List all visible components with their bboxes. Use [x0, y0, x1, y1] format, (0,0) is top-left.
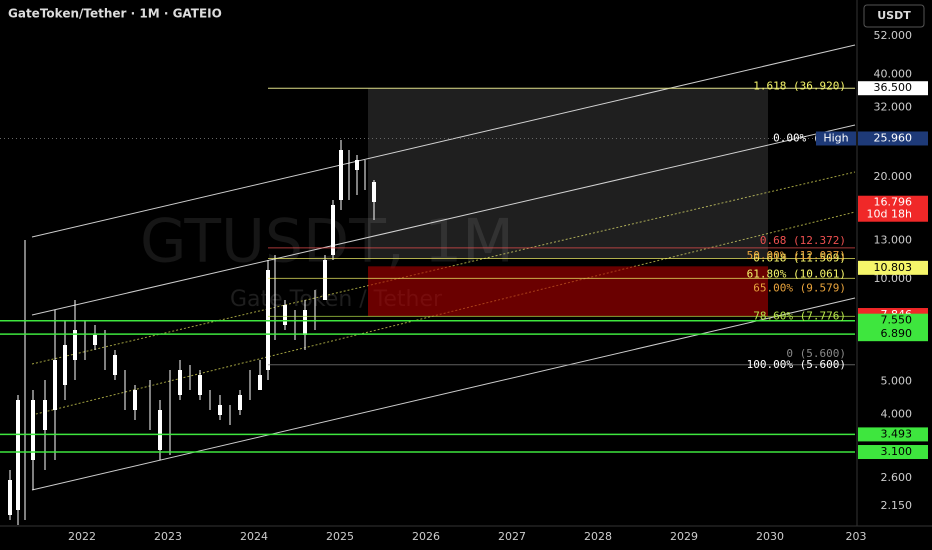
fib-label: 78.60% (7.776): [753, 309, 846, 322]
fib-label: 0.68 (12.372): [760, 234, 846, 247]
time-tick-label: 2026: [412, 530, 440, 543]
time-tick-label: 2024: [240, 530, 268, 543]
price-tag: [858, 427, 928, 442]
price-tick-label: 52.000: [874, 29, 913, 42]
target-zone: [368, 88, 768, 259]
axes: 52.000 40.000 32.000 20.000 13.000 10.000 5.00…: [68, 29, 928, 543]
price-tag-label: 10.803: [874, 261, 913, 274]
time-tick-label: 2025: [326, 530, 354, 543]
price-tag-label: 3.100: [881, 445, 913, 458]
price-tag-label: 7.550: [881, 314, 913, 327]
price-tag-note-box: [816, 131, 856, 146]
price-tag: [858, 81, 928, 96]
price-tag-label: 25.960: [874, 131, 913, 144]
fib-label: 0 (5.600): [786, 347, 846, 360]
fib-label: 50.00% (12.037): [747, 249, 846, 262]
price-tag: [858, 260, 928, 275]
time-tick-label: 203: [846, 530, 867, 543]
channel-line: [31, 124, 856, 316]
channel-line: [31, 44, 856, 238]
currency-label: USDT: [877, 9, 911, 22]
price-tag-note: 10d 18h: [867, 208, 912, 221]
price-tag: [858, 313, 928, 328]
price-tick-label: 5.000: [881, 374, 913, 387]
time-tick-label: 2023: [154, 530, 182, 543]
price-tag: [858, 195, 928, 222]
entry-zone: [368, 266, 768, 317]
price-tick-label: 10.000: [874, 272, 913, 285]
price-tick-label: 2.150: [881, 499, 913, 512]
price-tag-label: 3.493: [881, 427, 913, 440]
fib-label: 61.80% (10.061): [747, 267, 846, 280]
chart-title: GateToken/Tether · 1M · GATEIO: [8, 7, 222, 21]
currency-button[interactable]: [863, 4, 925, 28]
price-tag: [858, 445, 928, 460]
fib-label: 100.00% (5.600): [747, 358, 846, 371]
price-tag-note: High: [823, 131, 848, 144]
price-tick-label: 20.000: [874, 170, 913, 183]
price-tick-label: 2.600: [881, 471, 913, 484]
price-tag: [858, 131, 928, 146]
channel-line: [31, 297, 856, 491]
price-tick-label: 13.000: [874, 234, 913, 247]
candle-bodies: [8, 150, 376, 515]
price-tag-label: 16.796: [874, 196, 913, 209]
time-tick-label: 2030: [756, 530, 784, 543]
time-tick-label: 2029: [670, 530, 698, 543]
fib-label: 65.00% (9.579): [753, 282, 846, 295]
price-tag: [858, 327, 928, 342]
price-tick-label: 4.000: [881, 407, 913, 420]
time-tick-label: 2028: [584, 530, 612, 543]
price-tag-label: 36.500: [874, 81, 913, 94]
price-tag-label: 6.890: [881, 327, 913, 340]
fib-label: 1.618 (36.920): [753, 80, 846, 93]
time-tick-label: 2027: [498, 530, 526, 543]
time-tick-label: 2022: [68, 530, 96, 543]
levels: 1.618 (36.920)0.00% (25.90.68 (12.372)0.…: [0, 80, 855, 453]
channel-line: [31, 171, 856, 365]
fib-label: 0.618 (11.509): [753, 251, 846, 264]
price-tick-label: 40.000: [874, 68, 913, 81]
channel-line: [31, 211, 856, 416]
price-tick-label: 32.000: [874, 101, 913, 114]
channel-lines: [31, 44, 856, 491]
